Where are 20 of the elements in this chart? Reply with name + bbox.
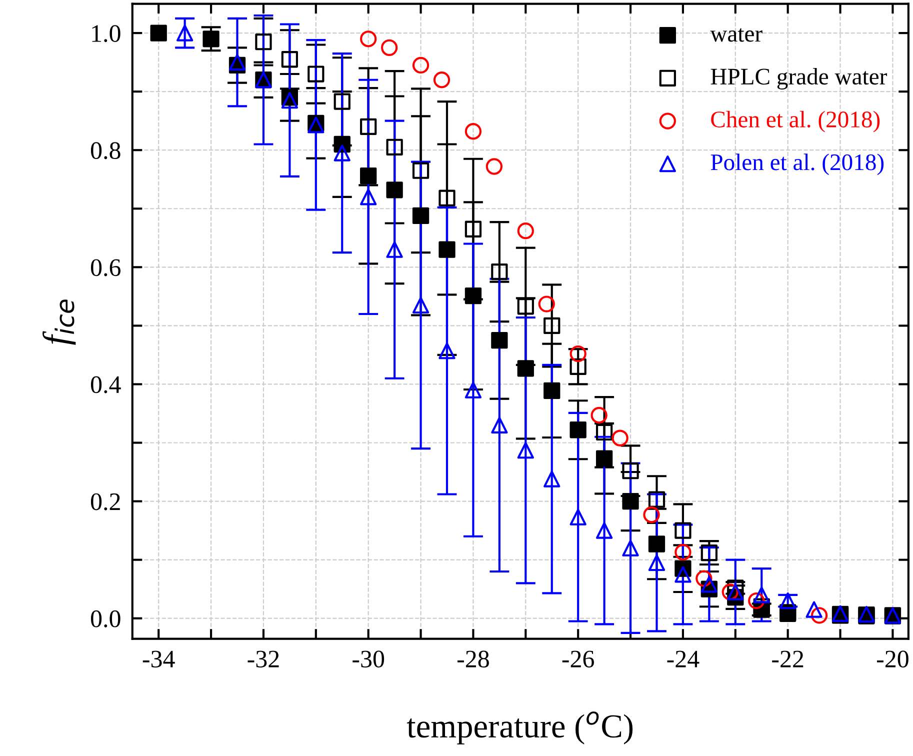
x-tick-label: -32	[248, 650, 279, 668]
y-tick-label: 0.8	[90, 142, 120, 160]
y-axis-title: f$_{ice}$	[42, 300, 76, 345]
x-tick-label: -20	[876, 650, 908, 668]
x-tick-label: -26	[562, 650, 594, 668]
y-tick-label: 0.2	[90, 493, 120, 510]
y-tick-label: 0.0	[90, 610, 120, 628]
x-tick-label: -28	[457, 650, 489, 668]
legend-label: Chen et al. (2018)	[711, 110, 880, 132]
y-tick-label: 0.4	[90, 376, 121, 394]
x-tick-label: -30	[352, 650, 384, 668]
y-tick-label: 0.6	[90, 259, 121, 276]
legend-label: HPLC grade water	[710, 68, 887, 90]
y-tick-label: 1.0	[92, 25, 120, 42]
x-tick-label: -24	[667, 650, 700, 668]
x-tick-label: -22	[772, 650, 804, 668]
legend-label: water	[710, 28, 762, 42]
x-axis-title: temperature ($^{o}$C)	[406, 711, 633, 744]
legend-label: Polen et al. (2018)	[710, 154, 884, 176]
x-tick-label: -34	[142, 650, 175, 668]
